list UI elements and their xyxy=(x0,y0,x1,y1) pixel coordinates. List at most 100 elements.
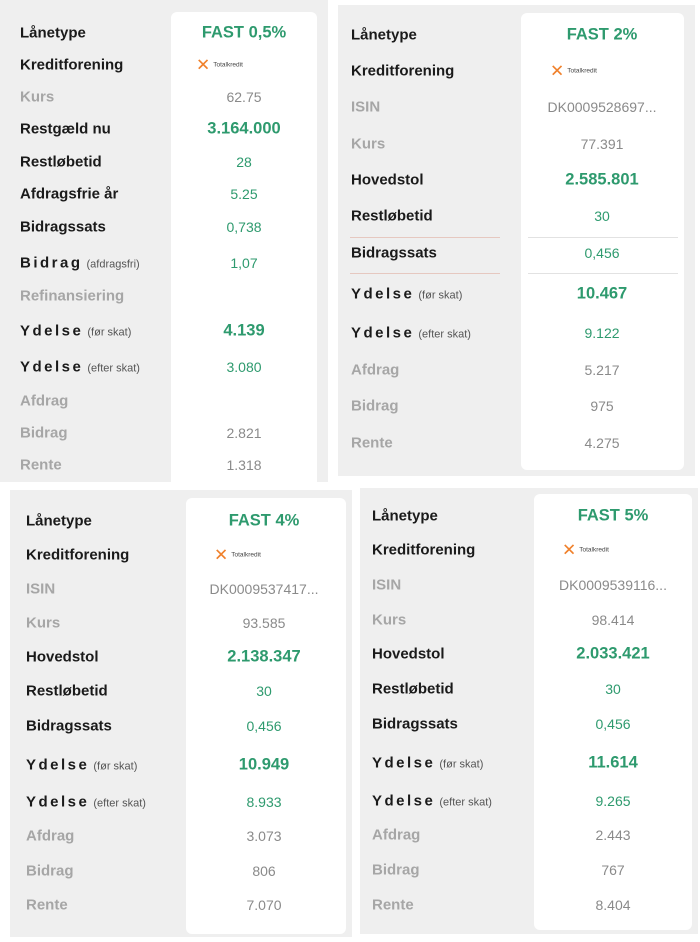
value-isin: DK0009537417... xyxy=(209,581,319,597)
label-bidrag: Bidrag xyxy=(26,862,74,880)
value-bidrag: 806 xyxy=(252,863,276,879)
value-restlobetid: 28 xyxy=(236,154,252,170)
row-bidrag: Bidrag 806 xyxy=(10,856,352,886)
totalkredit-x-icon: ✕ xyxy=(562,540,577,560)
totalkredit-x-icon: ✕ xyxy=(550,61,565,81)
label-ydelse-efter-skat: Ydelse (efter skat) xyxy=(372,793,492,810)
row-rente: Rente 4.275 xyxy=(338,428,695,458)
logo-text: Totalkredit xyxy=(567,67,597,75)
value-ydelse-efter-skat: 8.933 xyxy=(246,794,282,810)
label-rente: Rente xyxy=(26,896,68,914)
label-laanetype: Lånetype xyxy=(372,507,438,525)
label-laanetype: Lånetype xyxy=(20,24,86,42)
value-ydelse-for-skat: 10.467 xyxy=(576,284,628,303)
label-kurs: Kurs xyxy=(351,135,386,153)
label-efter-skat-sub: (efter skat) xyxy=(418,328,471,341)
label-hovedstol: Hovedstol xyxy=(26,648,99,666)
value-kurs: 77.391 xyxy=(580,136,624,152)
label-laanetype: Lånetype xyxy=(351,26,417,44)
label-ydelse: Ydelse xyxy=(26,793,90,811)
row-ydelse-for-skat: Ydelse (før skat) 10.467 xyxy=(338,279,695,309)
loan-type-title: FAST 0,5% xyxy=(201,23,287,42)
label-ydelse: Ydelse xyxy=(20,322,84,340)
label-kreditforening: Kreditforening xyxy=(26,546,130,564)
loan-card xyxy=(186,498,346,934)
label-ydelse: Ydelse xyxy=(20,358,84,376)
value-bidragssats: 0,738 xyxy=(226,219,262,235)
divider xyxy=(528,273,678,274)
row-kurs: Kurs 77.391 xyxy=(338,129,695,159)
row-ydelse-efter-skat: Ydelse (efter skat) 3.080 xyxy=(0,352,328,382)
totalkredit-logo: ✕ Totalkredit xyxy=(214,547,261,564)
value-ydelse-for-skat: 4.139 xyxy=(223,321,265,340)
value-bidrag: 2.821 xyxy=(226,425,262,441)
loan-card xyxy=(534,494,692,930)
value-kurs: 98.414 xyxy=(591,612,635,628)
label-afdrag: Afdrag xyxy=(351,361,400,379)
label-for-skat-sub: (før skat) xyxy=(418,289,463,302)
totalkredit-logo: ✕ Totalkredit xyxy=(550,63,597,80)
row-kurs: Kurs 93.585 xyxy=(10,608,352,638)
loan-type-title: FAST 2% xyxy=(566,25,638,44)
label-hovedstol: Hovedstol xyxy=(351,171,424,189)
row-laanetype: Lånetype FAST 4% xyxy=(10,506,352,536)
value-ydelse-efter-skat: 9.122 xyxy=(584,325,620,341)
row-kurs: Kurs 62.75 xyxy=(0,82,328,112)
value-restlobetid: 30 xyxy=(605,681,621,697)
label-kurs: Kurs xyxy=(372,611,407,629)
row-bidrag: Bidrag 767 xyxy=(360,855,698,885)
label-refinansiering: Refinansiering xyxy=(20,287,125,305)
value-rente: 4.275 xyxy=(584,435,620,451)
row-rente: Rente 8.404 xyxy=(360,890,698,920)
label-bidragssats: Bidragssats xyxy=(351,244,437,262)
label-bidrag: Bidrag xyxy=(20,254,83,272)
row-hovedstol: Hovedstol 2.585.801 xyxy=(338,165,695,195)
label-restlobetid: Restløbetid xyxy=(20,153,102,171)
loan-type-title: FAST 4% xyxy=(228,511,300,530)
value-restlobetid: 30 xyxy=(256,683,272,699)
value-bidrag: 767 xyxy=(601,862,625,878)
loan-type-title: FAST 5% xyxy=(577,506,649,525)
row-bidrag: Bidrag 2.821 xyxy=(0,418,328,448)
label-bidrag: Bidrag xyxy=(20,424,68,442)
label-ydelse-for-skat: Ydelse (før skat) xyxy=(20,323,131,340)
value-rente: 1.318 xyxy=(226,457,262,473)
value-afdrag: 3.073 xyxy=(246,828,282,844)
row-afdrag: Afdrag 3.073 xyxy=(10,821,352,851)
value-rente: 8.404 xyxy=(595,897,631,913)
value-afdragsfrie: 5.25 xyxy=(230,186,258,202)
row-kreditforening: Kreditforening ✕ Totalkredit xyxy=(360,535,698,565)
value-bidragssats: 0,456 xyxy=(584,245,620,261)
label-afdragsfri-sub: (afdragsfri) xyxy=(86,258,140,271)
row-bidragssats: Bidragssats 0,738 xyxy=(0,212,328,242)
label-afdrag: Afdrag xyxy=(372,826,421,844)
row-bidrag-afdragsfri: Bidrag (afdragsfri) 1,07 xyxy=(0,248,328,278)
row-afdrag: Afdrag 5.217 xyxy=(338,355,695,385)
label-kreditforening: Kreditforening xyxy=(372,541,476,559)
label-ydelse-for-skat: Ydelse (før skat) xyxy=(26,757,137,774)
label-bidragssats: Bidragssats xyxy=(372,715,458,733)
label-restgaeld: Restgæld nu xyxy=(20,120,111,138)
divider xyxy=(528,237,678,238)
row-ydelse-for-skat: Ydelse (før skat) 11.614 xyxy=(360,748,698,778)
label-afdrag: Afdrag xyxy=(20,392,69,410)
label-afdrag: Afdrag xyxy=(26,827,75,845)
logo-text: Totalkredit xyxy=(579,546,609,554)
row-isin: ISIN DK0009537417... xyxy=(10,574,352,604)
label-isin: ISIN xyxy=(351,98,381,116)
totalkredit-logo: ✕ Totalkredit xyxy=(196,57,243,74)
label-ydelse: Ydelse xyxy=(26,756,90,774)
label-ydelse-for-skat: Ydelse (før skat) xyxy=(372,755,483,772)
value-isin: DK0009528697... xyxy=(547,99,657,115)
value-bidragssats: 0,456 xyxy=(595,716,631,732)
value-kurs: 93.585 xyxy=(242,615,286,631)
value-bidragssats: 0,456 xyxy=(246,718,282,734)
row-ydelse-for-skat: Ydelse (før skat) 4.139 xyxy=(0,316,328,346)
row-hovedstol: Hovedstol 2.033.421 xyxy=(360,639,698,669)
label-ydelse: Ydelse xyxy=(372,754,436,772)
label-ydelse-efter-skat: Ydelse (efter skat) xyxy=(20,359,140,376)
row-bidrag: Bidrag 975 xyxy=(338,391,695,421)
label-restlobetid: Restløbetid xyxy=(351,207,433,225)
loan-card xyxy=(171,12,317,482)
label-isin: ISIN xyxy=(372,576,402,594)
